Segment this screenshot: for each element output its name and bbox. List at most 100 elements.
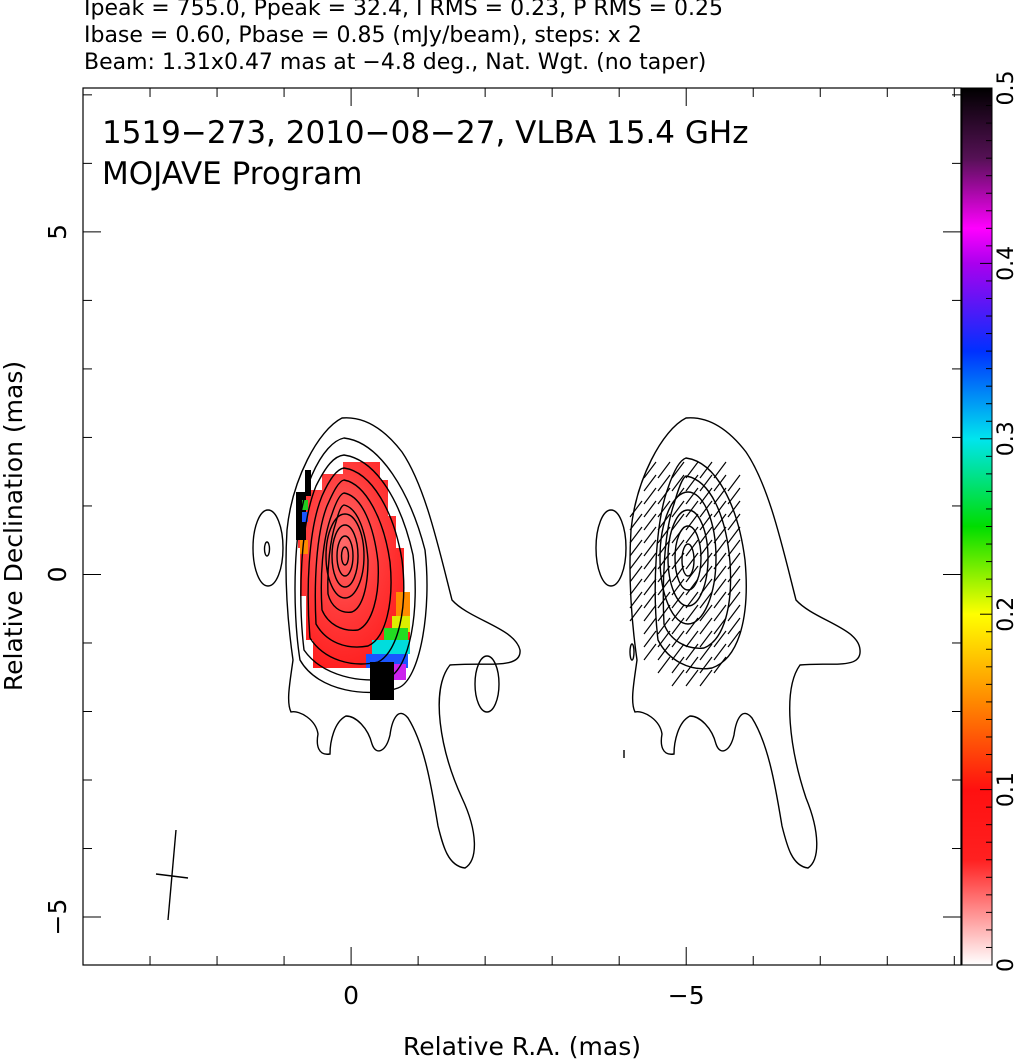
evpa-tick — [685, 630, 699, 648]
evpa-tick — [713, 643, 727, 661]
evpa-tick — [713, 656, 727, 674]
plot-frame — [82, 87, 962, 966]
evpa-tick — [685, 643, 699, 661]
evpa-tick — [713, 591, 727, 609]
evpa-tick — [699, 643, 713, 661]
evpa-tick — [643, 630, 657, 648]
evpa-tick — [629, 526, 643, 544]
evpa-tick — [685, 552, 699, 570]
x-axis-label: Relative R.A. (mas) — [403, 1032, 641, 1061]
polarization-cyan-strip — [372, 640, 410, 654]
evpa-tick — [699, 539, 713, 557]
evpa-tick — [699, 669, 713, 687]
evpa-tick — [727, 474, 741, 492]
polarization-east-edge-color-3 — [300, 540, 308, 554]
header-line-2: Ibase = 0.60, Pbase = 0.85 (mJy/beam), s… — [84, 23, 642, 48]
evpa-tick — [671, 591, 685, 609]
y-tick-label: 5 — [43, 224, 72, 240]
colorbar-tick-label: 0.3 — [994, 421, 1019, 456]
evpa-tick — [713, 578, 727, 596]
evpa-tick — [643, 565, 657, 583]
evpa-tick — [685, 513, 699, 531]
evpa-tick — [657, 656, 671, 674]
header-line-1: Ipeak = 755.0, Ppeak = 32.4, I RMS = 0.2… — [84, 0, 723, 21]
evpa-tick — [685, 500, 699, 518]
evpa-tick — [629, 591, 643, 609]
evpa-tick — [643, 500, 657, 518]
polarization-contours-right — [595, 417, 861, 869]
evpa-tick — [657, 513, 671, 531]
evpa-tick — [671, 630, 685, 648]
chart-title: 1519−273, 2010−08−27, VLBA 15.4 GHz — [102, 115, 748, 151]
x-axis-ticks: 0 −5 — [82, 88, 955, 1010]
evpa-tick — [713, 617, 727, 635]
contour-level-2 — [294, 437, 428, 694]
x-tick-label: 0 — [343, 981, 359, 1010]
evpa-tick — [727, 552, 741, 570]
y-axis-label: Relative Declination (mas) — [0, 361, 28, 691]
evpa-tick — [671, 552, 685, 570]
evpa-tick — [671, 604, 685, 622]
x-tick-label: −5 — [668, 981, 705, 1010]
polarization-magenta-strip — [392, 664, 406, 680]
evpa-tick — [727, 539, 741, 557]
evpa-tick — [713, 630, 727, 648]
evpa-tick — [685, 591, 699, 609]
evpa-tick — [657, 500, 671, 518]
evpa-tick — [685, 656, 699, 674]
evpa-tick — [657, 565, 671, 583]
evpa-tick — [727, 617, 741, 635]
evpa-tick — [643, 474, 657, 492]
evpa-tick — [699, 474, 713, 492]
evpa-tick — [713, 565, 727, 583]
evpa-tick — [643, 643, 657, 661]
contour-level-8 — [325, 513, 365, 599]
evpa-tick — [727, 565, 741, 583]
beam-major-axis — [167, 829, 177, 921]
evpa-tick — [671, 461, 685, 479]
contour-level-7 — [327, 504, 369, 613]
evpa-tick — [699, 500, 713, 518]
evpa-tick — [657, 526, 671, 544]
contour-level-5 — [314, 479, 392, 648]
polarization-east-edge-color-1 — [302, 500, 308, 510]
evpa-tick — [629, 565, 643, 583]
evpa-tick — [671, 643, 685, 661]
evpa-tick — [685, 578, 699, 596]
evpa-tick — [713, 526, 727, 544]
evpa-tick — [643, 617, 657, 635]
evpa-tick — [727, 487, 741, 505]
evpa-tick — [657, 552, 671, 570]
evpa-tick — [685, 461, 699, 479]
contour-level-11 — [340, 546, 350, 566]
evpa-tick — [727, 604, 741, 622]
evpa-tick — [671, 578, 685, 596]
evpa-tick — [699, 526, 713, 544]
evpa-tick — [699, 617, 713, 635]
evpa-tick — [629, 513, 643, 531]
evpa-tick — [727, 630, 741, 648]
y-axis-ticks: 5 0 −5 — [43, 94, 961, 936]
evpa-tick — [685, 617, 699, 635]
evpa-tick — [713, 500, 727, 518]
y-tick-label: −5 — [43, 899, 72, 936]
evpa-tick — [713, 487, 727, 505]
evpa-tick — [671, 617, 685, 635]
contour-island-west — [474, 655, 500, 713]
evpa-tick — [629, 604, 643, 622]
evpa-tick — [643, 526, 657, 544]
evpa-tick — [685, 474, 699, 492]
evpa-tick — [699, 461, 713, 479]
colorbar-ticks: 0 0.1 0.2 0.3 0.4 0.5 — [980, 71, 1019, 972]
evpa-tick — [713, 552, 727, 570]
evpa-tick — [713, 604, 727, 622]
evpa-tick — [685, 539, 699, 557]
evpa-tick — [699, 591, 713, 609]
colorbar-tick-label: 0.1 — [994, 772, 1019, 807]
evpa-tick — [699, 513, 713, 531]
contour-island-east-inner — [263, 541, 271, 557]
right-contour-island-east — [595, 509, 627, 587]
evpa-tick — [657, 461, 671, 479]
evpa-tick — [643, 604, 657, 622]
colorbar-tick-label: 0.4 — [994, 246, 1019, 281]
